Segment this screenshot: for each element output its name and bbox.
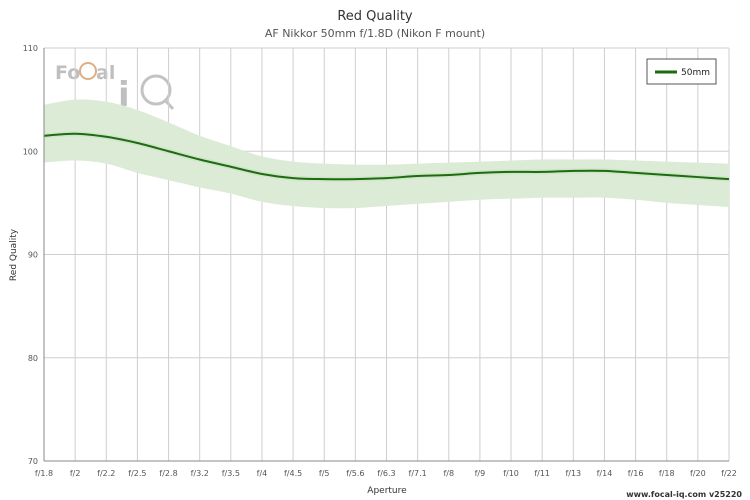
x-tick-label: f/5.6: [346, 469, 364, 478]
y-tick-label: 70: [28, 457, 38, 466]
logo-q-circle: [140, 74, 172, 106]
legend-label-50mm: 50mm: [681, 68, 710, 78]
chart-title: Red Quality: [337, 9, 413, 24]
x-tick-label: f/9: [475, 469, 486, 478]
x-tick-label: f/2.8: [159, 469, 177, 478]
logo-text-iq: i: [118, 75, 130, 115]
x-tick-label: f/20: [690, 469, 706, 478]
logo-text-fo: Fo: [55, 62, 80, 84]
y-tick-labels: 70 80 90 100 110: [23, 44, 38, 466]
x-tick-label: f/2.2: [97, 469, 115, 478]
x-tick-label: f/4.5: [284, 469, 302, 478]
x-tick-label: f/3.2: [191, 469, 209, 478]
x-tick-label: f/7.1: [409, 469, 427, 478]
axes: [43, 48, 729, 462]
x-tick-labels: f/1.8 f/2 f/2.2 f/2.5 f/2.8 f/3.2 f/3.5 f/4 f/4.…: [35, 469, 737, 478]
logo-lens-ring: [79, 62, 97, 80]
x-tick-label: f/2.5: [128, 469, 146, 478]
y-tick-label: 80: [28, 354, 38, 363]
band-area-50mm: [44, 99, 729, 209]
x-tick-label: f/3.5: [222, 469, 240, 478]
logo-text-al: al: [96, 62, 115, 84]
x-tick-label: f/11: [534, 469, 550, 478]
legend: 50mm: [646, 58, 717, 85]
series-line-50mm: [43, 132, 730, 181]
quality-range-band: [44, 99, 729, 209]
grid: [43, 47, 730, 462]
x-tick-label: f/6.3: [377, 469, 395, 478]
y-tick-label: 100: [23, 147, 38, 156]
x-axis-title: Aperture: [367, 486, 407, 496]
x-tick-label: f/5: [319, 469, 330, 478]
x-tick-label: f/13: [565, 469, 581, 478]
y-axis-title: Red Quality: [9, 228, 19, 281]
series-lines: [43, 131, 730, 182]
focal-iq-logo: Fo al i: [55, 62, 175, 115]
chart-subtitle: AF Nikkor 50mm f/1.8D (Nikon F mount): [265, 27, 485, 40]
x-tick-label: f/10: [503, 469, 519, 478]
x-tick-label: f/4: [257, 469, 268, 478]
x-tick-label: f/1.8: [35, 469, 53, 478]
x-tick-label: f/8: [443, 469, 454, 478]
x-tick-label: f/18: [659, 469, 675, 478]
x-tick-label: f/2: [70, 469, 81, 478]
x-tick-label: f/14: [597, 469, 613, 478]
y-tick-label: 90: [28, 251, 38, 260]
y-tick-label: 110: [23, 44, 38, 53]
footer-credit: www.focal-iq.com v25220: [626, 490, 742, 499]
x-tick-label: f/22: [721, 469, 737, 478]
x-tick-label: f/16: [628, 469, 644, 478]
